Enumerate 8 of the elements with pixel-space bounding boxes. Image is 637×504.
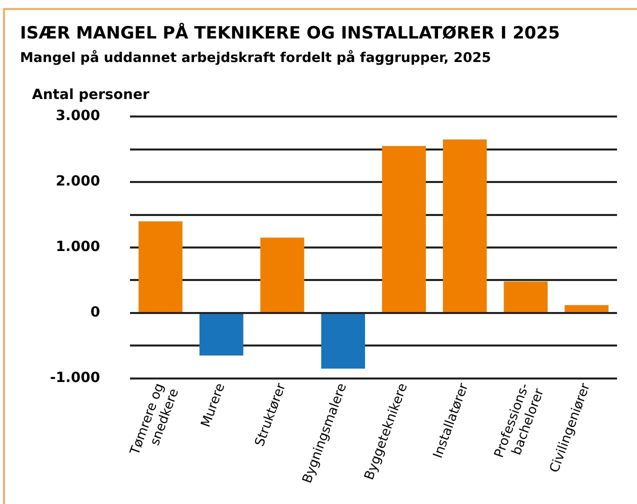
y-tick-label: 1.000 bbox=[56, 239, 100, 256]
chart-subtitle: Mangel på uddannet arbejdskraft fordelt på faggrupper, 2025 bbox=[20, 50, 492, 66]
y-tick-label: 0 bbox=[90, 304, 100, 321]
chart-title: ISÆR MANGEL PÅ TEKNIKERE OG INSTALLATØRER I 2025 bbox=[20, 22, 560, 44]
y-tick-label: 3.000 bbox=[56, 108, 100, 124]
y-tick-label: -1.000 bbox=[50, 370, 100, 386]
y-axis-title: Antal personer bbox=[32, 87, 150, 104]
y-tick-label: 2.000 bbox=[56, 174, 100, 190]
